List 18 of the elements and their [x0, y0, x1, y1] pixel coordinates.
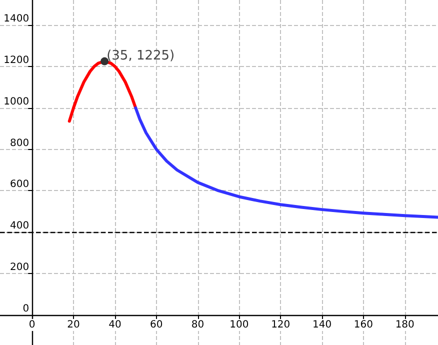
x-tick-label: 140 — [312, 319, 332, 330]
x-tick-label: 160 — [354, 319, 373, 330]
y-tick-label: 1400 — [4, 14, 30, 25]
y-tick-label: 1000 — [4, 96, 30, 108]
x-tick-label: 60 — [150, 319, 163, 330]
y-tick-label: 1200 — [4, 54, 30, 66]
y-tick-label: 800 — [10, 138, 30, 149]
x-tick-label: 80 — [191, 319, 204, 330]
x-tick-label: 20 — [67, 319, 80, 330]
y-tick-label: 0 — [22, 303, 30, 314]
x-tick-label: 40 — [108, 319, 122, 330]
x-tick-label: 180 — [395, 319, 414, 330]
x-tick-label: 120 — [271, 319, 290, 330]
y-tick-label: 200 — [10, 262, 30, 274]
annotation: (35, 1225) — [106, 48, 175, 64]
y-tick-label: 400 — [10, 220, 30, 232]
y-tick-label: 600 — [10, 179, 30, 190]
x-tick-label: 100 — [230, 319, 249, 330]
